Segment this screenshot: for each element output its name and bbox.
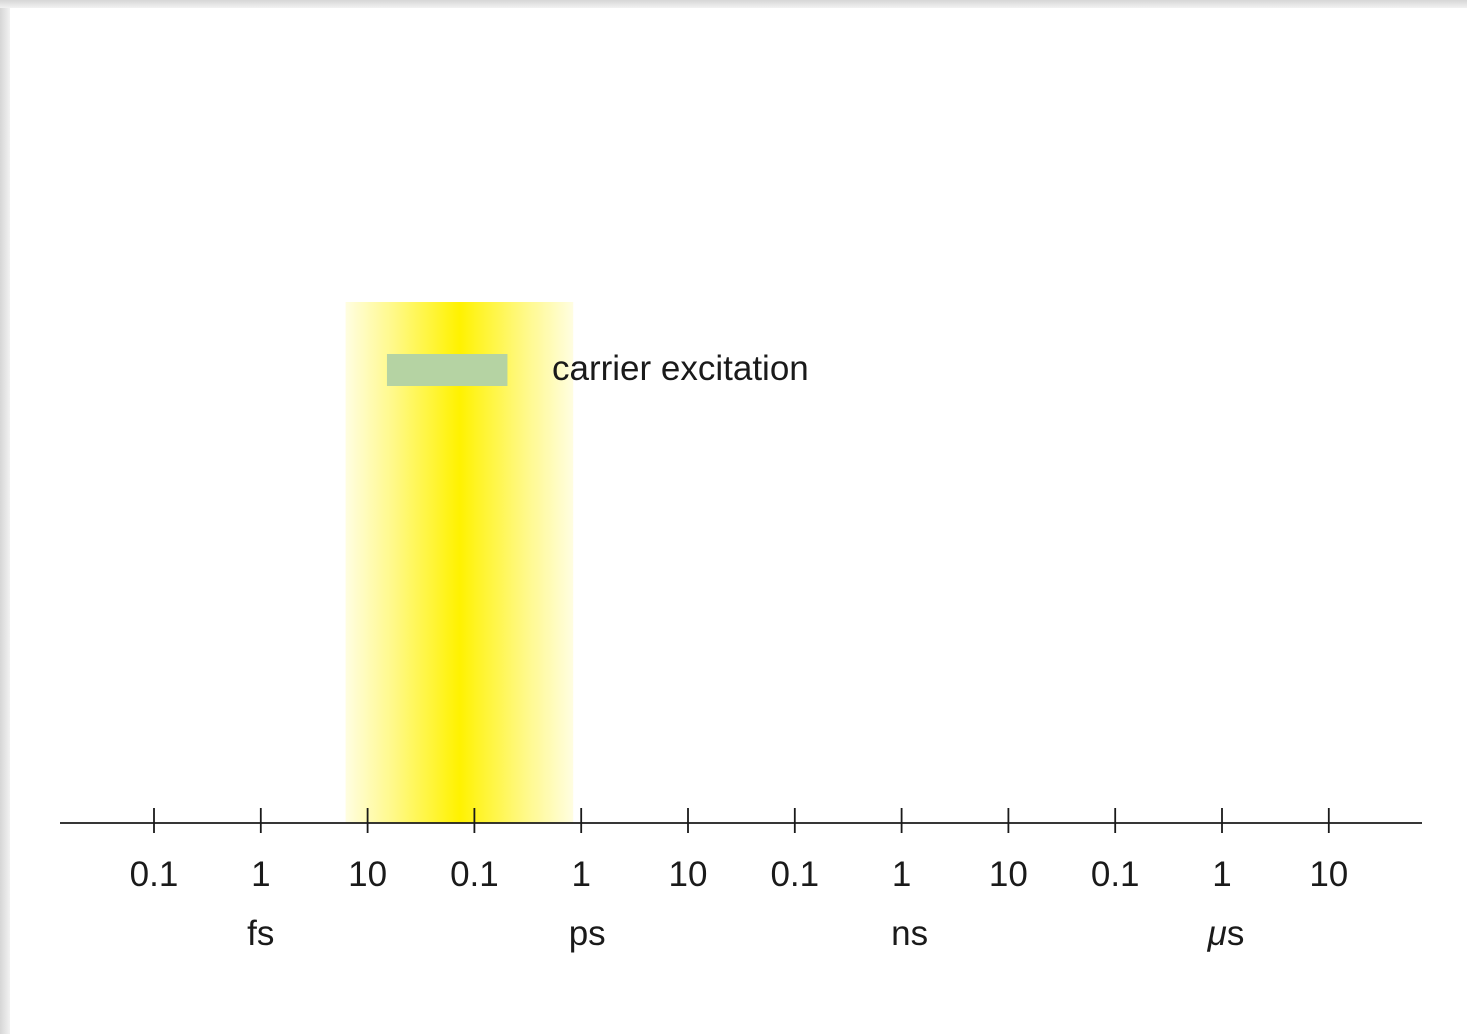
axis-unit-label: μs bbox=[1207, 914, 1245, 953]
axis-tick-label: 0.1 bbox=[1091, 855, 1140, 894]
axis-tick-label: 0.1 bbox=[770, 855, 819, 894]
axis-unit-label: fs bbox=[247, 914, 274, 953]
axis-tick-label: 1 bbox=[571, 855, 590, 894]
axis-unit-label: ns bbox=[891, 914, 928, 953]
axis-tick-labels: 0.1 1 10 0.1 1 10 0.1 1 10 0.1 1 10 bbox=[130, 855, 1349, 894]
axis-tick-label: 10 bbox=[1309, 855, 1348, 894]
carrier-excitation-label: carrier excitation bbox=[552, 349, 809, 388]
axis-tick-label: 0.1 bbox=[130, 855, 179, 894]
axis-unit-label: ps bbox=[569, 914, 606, 953]
frame-edge-top bbox=[0, 0, 1467, 8]
axis-ticks bbox=[153, 808, 1330, 833]
carrier-excitation-bar bbox=[386, 354, 508, 386]
axis-tick-label: 10 bbox=[348, 855, 387, 894]
axis-tick-label: 10 bbox=[989, 855, 1028, 894]
axis-tick-label: 1 bbox=[251, 855, 270, 894]
axis-tick-label: 1 bbox=[892, 855, 911, 894]
axis-tick-label: 10 bbox=[669, 855, 708, 894]
timescale-highlight-band bbox=[345, 302, 574, 823]
axis-tick-label: 1 bbox=[1212, 855, 1231, 894]
frame-edge-left bbox=[0, 0, 10, 1034]
axis-unit-labels: fs ps ns μs bbox=[247, 914, 1244, 953]
axis-tick-label: 0.1 bbox=[450, 855, 499, 894]
